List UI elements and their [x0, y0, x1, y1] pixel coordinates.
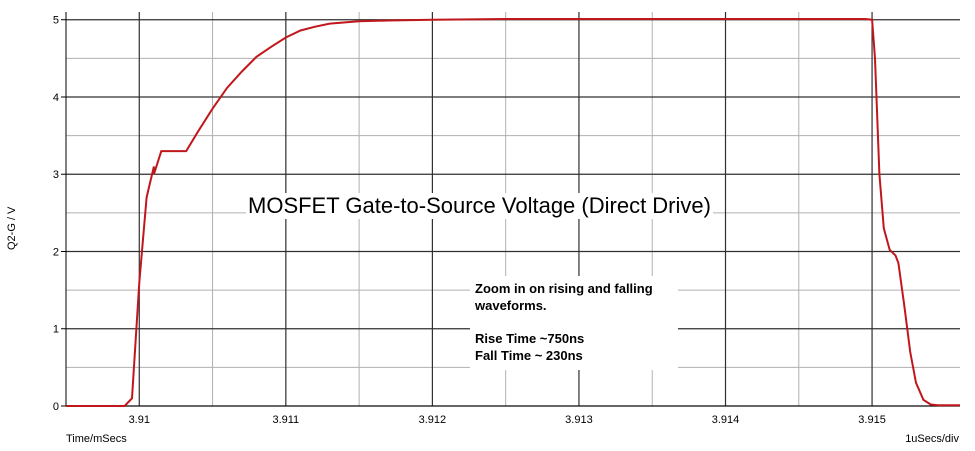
annotation-line-4: Fall Time ~ 230ns [475, 348, 583, 363]
x-tick-label: 3.914 [712, 414, 740, 426]
annotation-line-2: waveforms. [475, 298, 547, 313]
y-tick-label: 5 [53, 15, 59, 27]
x-axis-label: Time/mSecs [66, 433, 127, 445]
y-tick-label: 0 [53, 401, 59, 413]
x-tick-label: 3.915 [858, 414, 886, 426]
annotation-line-3: Rise Time ~750ns [475, 331, 585, 346]
x-tick-label: 3.911 [272, 414, 299, 426]
annotation-line-1: Zoom in on rising and falling [475, 281, 653, 296]
x-tick-label: 3.912 [419, 414, 447, 426]
y-axis-label-text: Q2-G / V [6, 206, 18, 250]
x-scale-label: 1uSecs/div [905, 433, 959, 445]
y-axis-label: Q2-G / V [4, 206, 18, 270]
y-tick-label: 1 [53, 324, 59, 336]
y-tick-label: 2 [53, 246, 59, 258]
chart-title: MOSFET Gate-to-Source Voltage (Direct Dr… [246, 193, 713, 219]
y-tick-label: 3 [53, 169, 59, 181]
x-tick-label: 3.913 [565, 414, 593, 426]
x-tick-label: 3.91 [129, 414, 150, 426]
annotation-box: Zoom in on rising and falling waveforms.… [470, 276, 678, 370]
series-line [66, 18, 960, 407]
y-tick-label: 4 [53, 92, 59, 104]
